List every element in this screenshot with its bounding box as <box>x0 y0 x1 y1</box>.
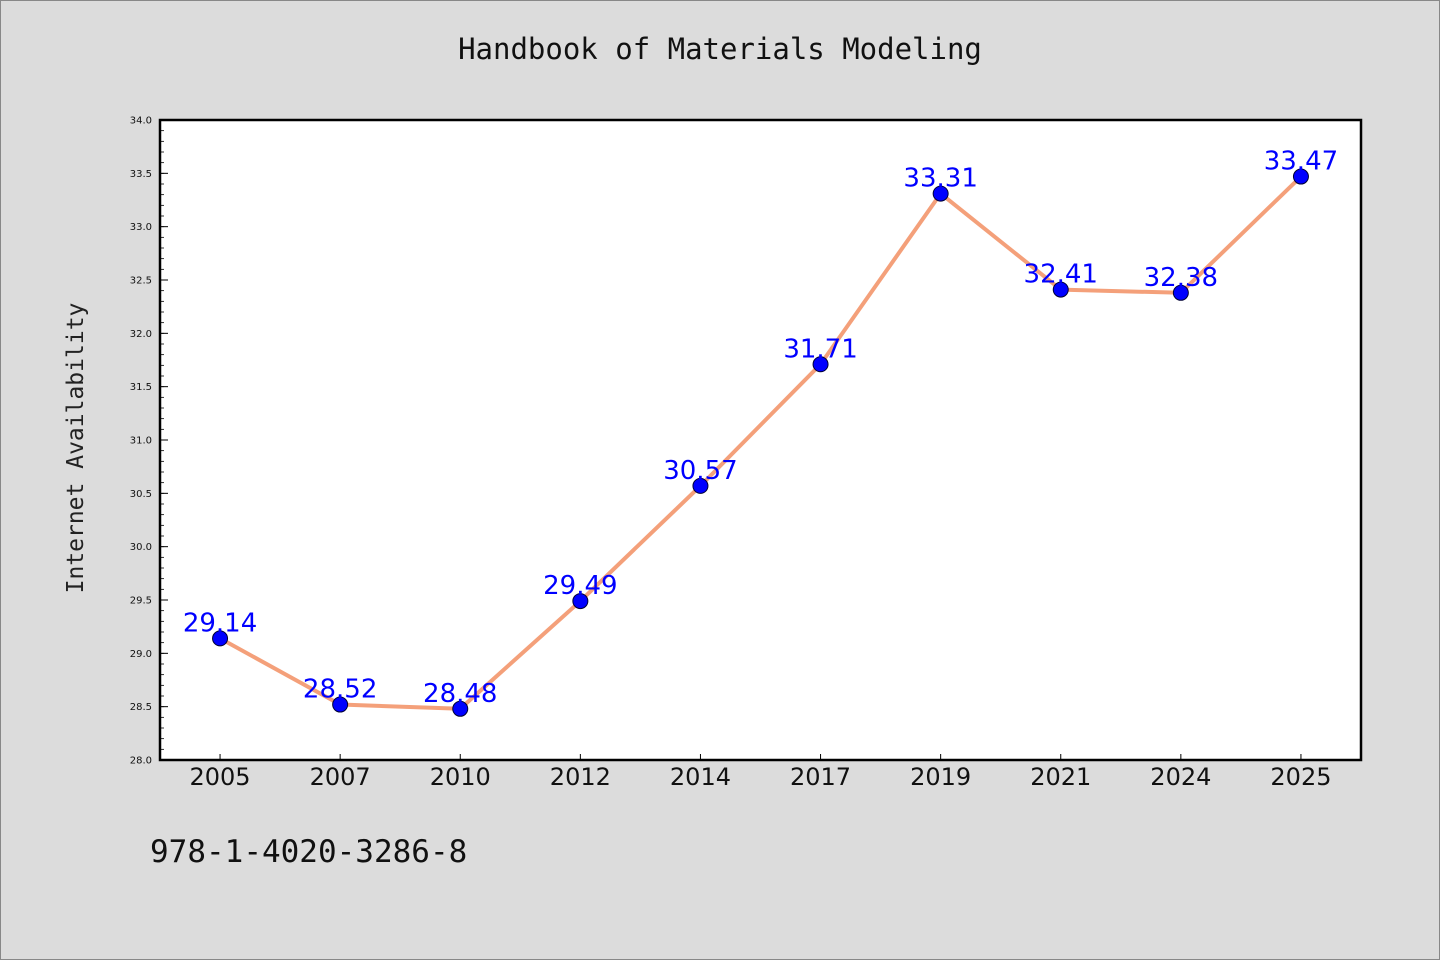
data-label: 28.48 <box>423 679 497 709</box>
chart-title: Handbook of Materials Modeling <box>458 32 982 66</box>
data-label: 28.52 <box>303 675 377 705</box>
data-label: 31.71 <box>783 334 857 364</box>
data-point <box>212 630 229 647</box>
x-tick-label: 2005 <box>190 763 251 791</box>
data-label: 33.47 <box>1264 147 1338 177</box>
y-tick-label: 32.5 <box>130 276 152 287</box>
data-point <box>1052 281 1069 298</box>
data-point <box>332 696 349 713</box>
data-label: 29.49 <box>543 571 617 601</box>
plot-border <box>158 118 1363 762</box>
y-tick-label: 28.5 <box>130 702 152 713</box>
x-tick-label: 2010 <box>430 763 491 791</box>
data-point <box>1172 284 1189 301</box>
x-tick-label: 2019 <box>910 763 971 791</box>
data-label: 29.14 <box>183 608 257 638</box>
y-tick-label: 29.0 <box>130 649 152 660</box>
y-tick-label: 30.0 <box>130 542 152 553</box>
y-tick-label: 29.5 <box>130 596 152 607</box>
x-tick-label: 2014 <box>670 763 731 791</box>
y-tick-label: 33.0 <box>130 222 152 233</box>
data-label: 33.31 <box>903 164 977 194</box>
data-point <box>812 356 829 373</box>
y-tick-label: 31.0 <box>130 436 152 447</box>
y-tick-label: 31.5 <box>130 382 152 393</box>
data-point <box>452 700 469 717</box>
y-tick-label: 34.0 <box>130 116 152 127</box>
data-label: 30.57 <box>663 456 737 486</box>
x-tick-label: 2025 <box>1270 763 1331 791</box>
series-line <box>218 174 1303 711</box>
x-tick-label: 2012 <box>550 763 611 791</box>
y-tick-label: 33.5 <box>130 169 152 180</box>
y-tick-label: 32.0 <box>130 329 152 340</box>
isbn-text: 978-1-4020-3286-8 <box>150 834 468 870</box>
x-tick-label: 2007 <box>310 763 371 791</box>
data-label: 32.38 <box>1144 263 1218 293</box>
y-tick-label: 28.0 <box>130 756 152 767</box>
x-tick-label: 2024 <box>1150 763 1211 791</box>
plot-area <box>160 120 1361 760</box>
data-label: 32.41 <box>1024 260 1098 290</box>
x-tick-label: 2021 <box>1030 763 1091 791</box>
data-point <box>572 593 589 610</box>
data-point <box>932 185 949 202</box>
y-tick-label: 30.5 <box>130 489 152 500</box>
x-tick-label: 2017 <box>790 763 851 791</box>
data-point <box>1292 168 1309 185</box>
data-point <box>692 477 709 494</box>
